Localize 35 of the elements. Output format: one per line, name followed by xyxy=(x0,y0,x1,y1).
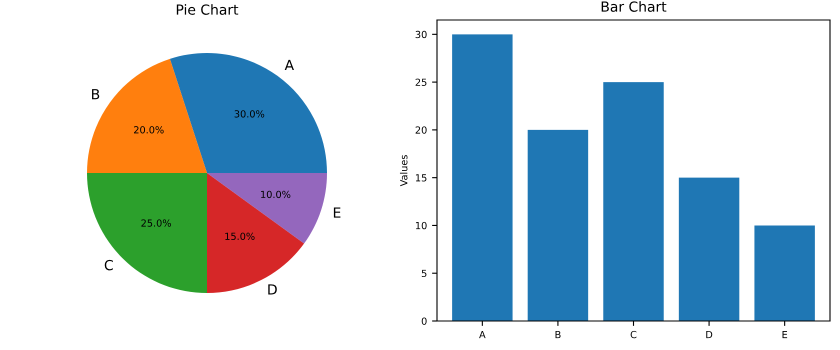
pie-slice xyxy=(87,173,207,293)
slice-label: E xyxy=(334,207,340,218)
x-tick-label: A xyxy=(479,331,486,338)
data-label: 30.0% xyxy=(234,110,264,118)
slice-label: A xyxy=(284,60,294,70)
x-tick-label: C xyxy=(630,330,636,338)
y-tick-label: 25 xyxy=(416,78,426,86)
y-tick-label: 30 xyxy=(416,30,427,38)
slice-label: C xyxy=(104,260,113,270)
bar xyxy=(603,82,664,321)
data-label: 15.0% xyxy=(225,232,255,240)
pie-slice xyxy=(170,53,327,173)
y-tick-label: 0 xyxy=(422,317,427,325)
bar xyxy=(754,225,815,321)
x-tick-label: E xyxy=(782,331,788,338)
data-label: 10.0% xyxy=(261,190,290,198)
x-tick-label: D xyxy=(706,331,712,338)
y-tick-label: 15 xyxy=(416,174,426,182)
x-tick-label: B xyxy=(556,331,561,338)
y-axis-title: Values xyxy=(400,155,408,186)
pie-slice xyxy=(207,173,304,293)
bar xyxy=(452,34,513,321)
chart-title: Bar Chart xyxy=(602,1,666,12)
pie-slice xyxy=(207,173,327,244)
bar xyxy=(678,178,740,321)
y-tick-label: 10 xyxy=(416,222,427,230)
slice-label: D xyxy=(268,284,277,294)
pie-slice xyxy=(87,58,207,173)
data-label: 25.0% xyxy=(141,219,171,227)
data-label: 20.0% xyxy=(134,126,164,134)
y-tick-label: 20 xyxy=(416,126,427,134)
y-tick-label: 5 xyxy=(422,270,426,278)
chart-title: Pie Chart xyxy=(176,4,238,15)
bar xyxy=(528,130,588,321)
slice-label: B xyxy=(92,89,100,100)
